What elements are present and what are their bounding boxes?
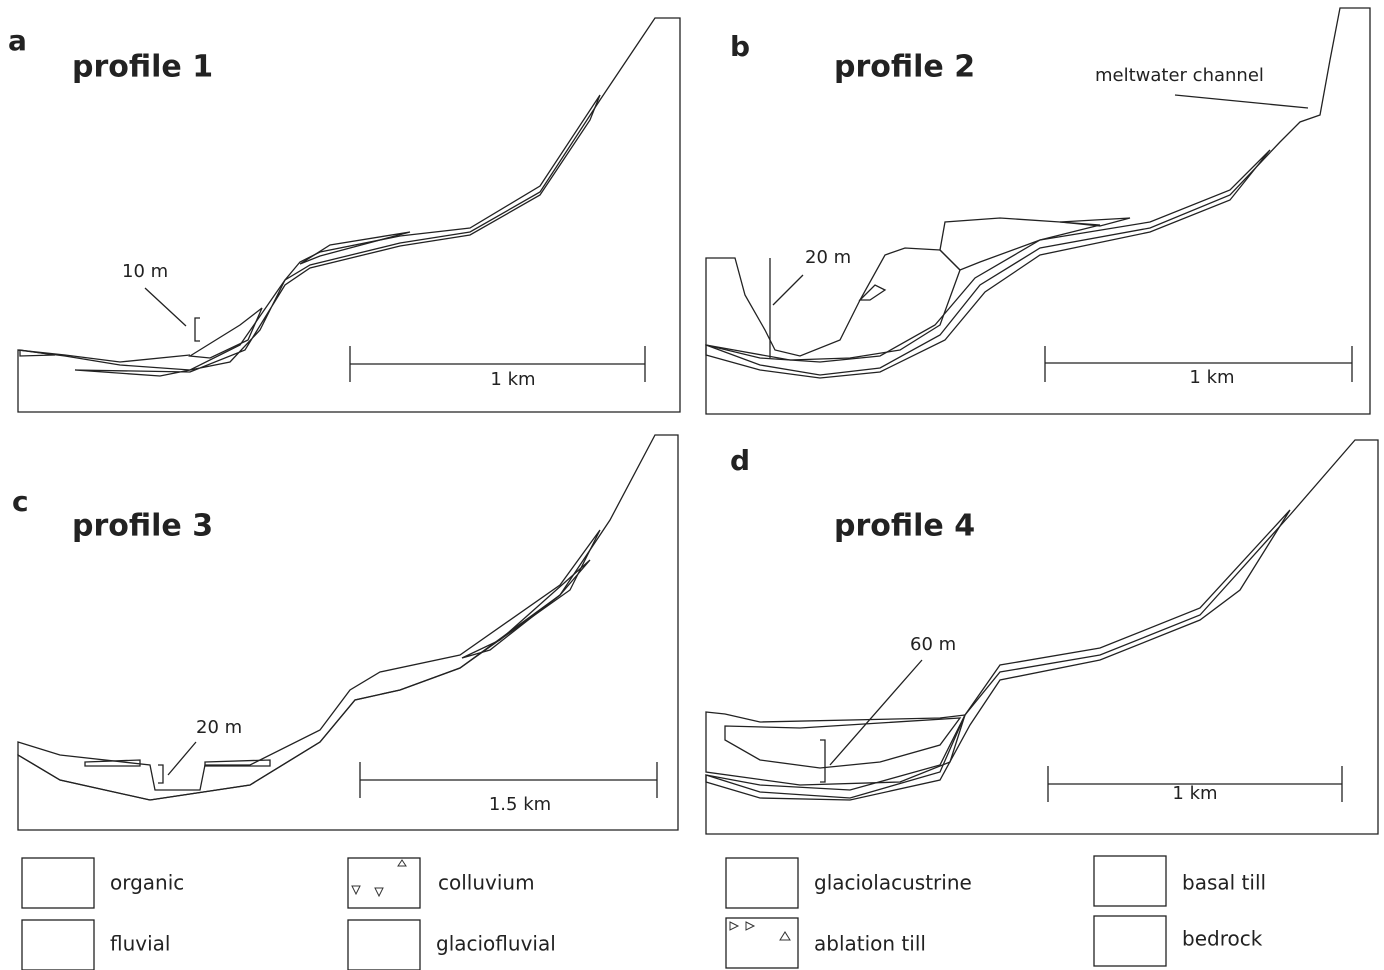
legend-swatch	[21, 919, 95, 970]
scale-label: 1.5 km	[489, 794, 551, 815]
glaciolacustrine	[84, 759, 271, 767]
panel-letter: b	[730, 30, 750, 63]
basal-till	[705, 149, 1271, 379]
legend-symbol	[729, 921, 791, 941]
legend-label: glaciofluvial	[436, 932, 556, 956]
legend-label: bedrock	[1182, 927, 1263, 951]
leader	[158, 741, 197, 784]
legend-symbol	[351, 859, 407, 898]
basal-till	[17, 529, 601, 801]
legend-label: basal till	[1182, 871, 1266, 895]
panel-b: b profile 2 20 m meltwater channel 1 km	[705, 7, 1371, 415]
scale-label: 1 km	[490, 369, 535, 390]
annotation: 20 m	[805, 247, 851, 268]
legend-swatch	[1093, 855, 1167, 907]
colluvium	[461, 559, 591, 659]
panel-a: a profile 1 10 m 1 km	[8, 17, 681, 413]
panel-d: d profile 4 60 m 1 km	[705, 439, 1379, 835]
glaciolacustrine	[724, 717, 962, 769]
glaciolacustrine	[19, 231, 411, 357]
panel-letter: d	[730, 444, 750, 477]
colluvium	[188, 307, 263, 359]
bedrock	[705, 439, 1379, 835]
ablation-till	[705, 711, 966, 786]
annotation: 60 m	[910, 634, 956, 655]
legend-swatch	[347, 857, 421, 909]
panel-title: profile 2	[834, 50, 975, 85]
legend-swatch	[21, 857, 95, 909]
legend-swatch	[725, 917, 799, 969]
legend-swatch	[725, 857, 799, 909]
panel-letter: c	[12, 485, 29, 518]
deposit	[74, 94, 601, 377]
scale-bar	[349, 346, 646, 382]
legend-label: ablation till	[814, 932, 926, 956]
legend-label: glaciolacustrine	[814, 871, 972, 895]
scale-bar	[359, 762, 658, 798]
bedrock	[17, 434, 679, 831]
legend: organic fluvial colluvium glaciofluvial …	[21, 855, 1266, 970]
glaciolacustrine	[858, 217, 1131, 301]
ablation-till	[705, 247, 961, 361]
legend-swatch	[347, 919, 421, 970]
scale-bar	[1047, 766, 1343, 802]
leader	[820, 659, 923, 783]
legend-label: organic	[110, 871, 184, 895]
glaciofluvial	[939, 217, 1101, 271]
scale-label: 1 km	[1189, 367, 1234, 388]
panel-c: c profile 3 20 m 1.5 km	[12, 434, 679, 831]
scale-bar	[1044, 346, 1353, 382]
panel-letter: a	[8, 24, 27, 57]
annotation: meltwater channel	[1095, 65, 1264, 86]
panel-title: profile 1	[72, 50, 213, 85]
scale-label: 1 km	[1172, 783, 1217, 804]
surface	[17, 349, 191, 363]
annotation: 10 m	[122, 261, 168, 282]
leader	[144, 287, 200, 342]
annotation: 20 m	[196, 717, 242, 738]
bedrock	[17, 17, 681, 413]
legend-label: fluvial	[110, 932, 170, 956]
leader	[769, 94, 1309, 358]
basal-till	[705, 509, 1291, 801]
legend-swatch	[1093, 915, 1167, 967]
panel-title: profile 4	[834, 509, 975, 544]
panel-title: profile 3	[72, 509, 213, 544]
legend-label: colluvium	[438, 871, 535, 895]
